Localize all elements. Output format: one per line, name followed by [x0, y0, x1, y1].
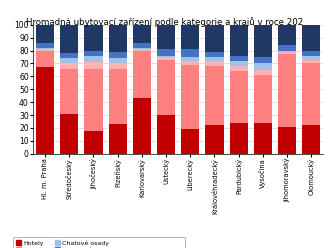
- Bar: [278, 45, 296, 51]
- Bar: [109, 63, 127, 69]
- Bar: [302, 63, 320, 125]
- Bar: [84, 130, 103, 154]
- Bar: [278, 25, 296, 45]
- Bar: [205, 57, 223, 61]
- Bar: [133, 43, 151, 48]
- Bar: [181, 61, 199, 65]
- Bar: [278, 51, 296, 52]
- Bar: [60, 63, 79, 69]
- Bar: [133, 25, 151, 43]
- Bar: [60, 69, 79, 114]
- Bar: [302, 60, 320, 63]
- Bar: [36, 25, 54, 43]
- Bar: [60, 58, 79, 63]
- Bar: [181, 129, 199, 154]
- Bar: [302, 56, 320, 60]
- Bar: [254, 57, 272, 63]
- Bar: [205, 25, 223, 52]
- Bar: [133, 48, 151, 49]
- Bar: [230, 56, 248, 61]
- Bar: [181, 65, 199, 129]
- Bar: [254, 75, 272, 123]
- Bar: [109, 69, 127, 124]
- Bar: [230, 61, 248, 66]
- Bar: [36, 51, 54, 67]
- Bar: [181, 25, 199, 49]
- Bar: [36, 49, 54, 51]
- Bar: [133, 98, 151, 154]
- Bar: [84, 69, 103, 130]
- Bar: [157, 49, 175, 56]
- Bar: [230, 71, 248, 123]
- Bar: [133, 49, 151, 51]
- Bar: [36, 43, 54, 48]
- Bar: [36, 67, 54, 154]
- Bar: [302, 25, 320, 51]
- Bar: [84, 56, 103, 62]
- Legend: Hotely, Penziony, Kempy, Chatové osady, Turistické ubytovny, Ostatní jinde nespe: Hotely, Penziony, Kempy, Chatové osady, …: [13, 237, 185, 248]
- Bar: [109, 58, 127, 63]
- Bar: [254, 63, 272, 70]
- Bar: [230, 66, 248, 71]
- Bar: [84, 25, 103, 51]
- Bar: [181, 57, 199, 61]
- Bar: [60, 25, 79, 53]
- Bar: [36, 48, 54, 49]
- Bar: [60, 53, 79, 58]
- Bar: [157, 57, 175, 60]
- Bar: [278, 52, 296, 55]
- Bar: [157, 60, 175, 115]
- Bar: [254, 25, 272, 57]
- Bar: [133, 51, 151, 98]
- Bar: [109, 52, 127, 58]
- Bar: [302, 51, 320, 56]
- Bar: [205, 66, 223, 125]
- Bar: [254, 70, 272, 75]
- Bar: [230, 123, 248, 154]
- Bar: [109, 124, 127, 154]
- Bar: [205, 125, 223, 154]
- Bar: [278, 55, 296, 127]
- Bar: [60, 114, 79, 154]
- Bar: [157, 115, 175, 154]
- Bar: [230, 25, 248, 56]
- Bar: [254, 123, 272, 154]
- Bar: [109, 25, 127, 52]
- Bar: [84, 51, 103, 56]
- Text: Hromadná ubytovací zařízení podle kategorie a krajů v roce 202: Hromadná ubytovací zařízení podle katego…: [26, 17, 304, 27]
- Bar: [205, 52, 223, 57]
- Bar: [181, 49, 199, 57]
- Bar: [205, 61, 223, 66]
- Bar: [157, 56, 175, 57]
- Bar: [157, 25, 175, 49]
- Bar: [278, 127, 296, 154]
- Bar: [302, 125, 320, 154]
- Bar: [84, 62, 103, 69]
